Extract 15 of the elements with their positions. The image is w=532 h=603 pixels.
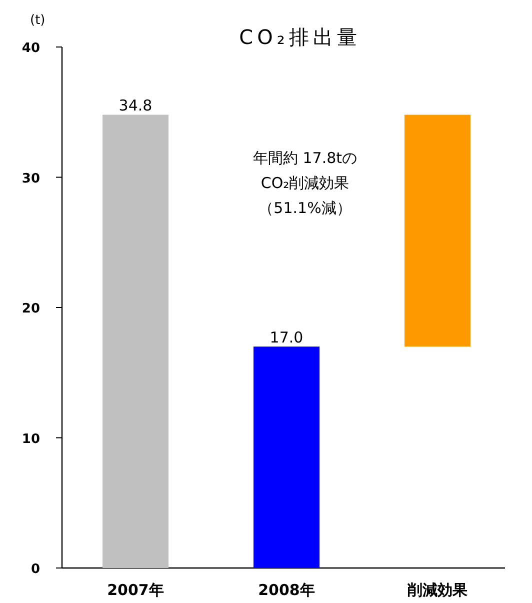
annotation: （51.1%減） — [258, 199, 352, 217]
y-tick-label: 40 — [22, 41, 40, 56]
annotation: 年間約 17.8tの — [252, 149, 358, 167]
x-tick-label: 2007年 — [107, 581, 164, 599]
y-tick-label: 30 — [22, 171, 40, 186]
data-label: 34.8 — [118, 96, 152, 115]
y-tick-label: 0 — [30, 562, 40, 577]
x-tick-label: 削減効果 — [406, 581, 468, 599]
data-label: 17.0 — [270, 328, 304, 347]
annotation: CO₂削減効果 — [260, 174, 350, 192]
y-tick-label: 10 — [22, 432, 40, 447]
x-tick-label: 2008年 — [258, 581, 315, 599]
chart-title: CO₂排出量 — [239, 25, 361, 49]
y-axis-title: (t) — [30, 13, 46, 28]
y-tick-label: 20 — [22, 302, 40, 316]
